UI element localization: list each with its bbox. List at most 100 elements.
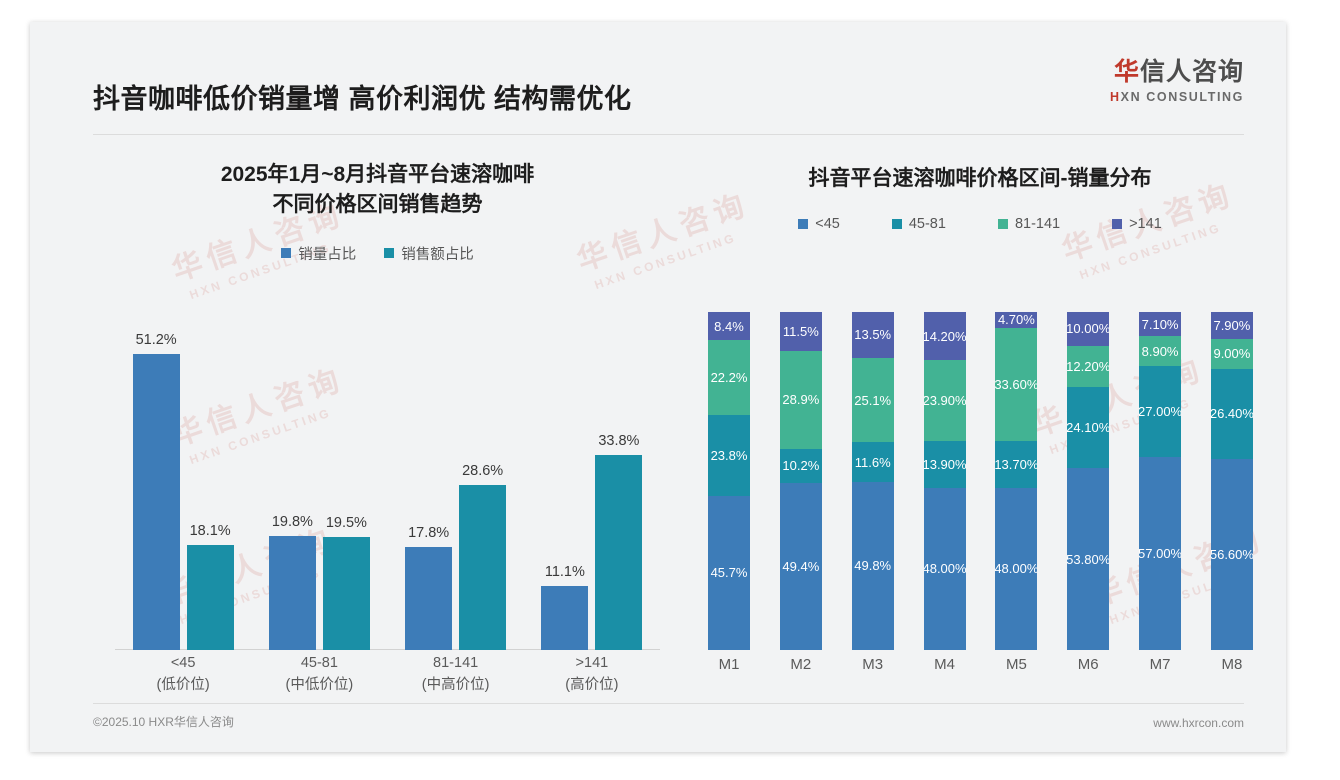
stack-segment[interactable]: 11.6% bbox=[851, 442, 894, 482]
stack-segment[interactable]: 11.5% bbox=[779, 312, 822, 351]
stacked-bar[interactable]: 14.20% 23.90% 13.90% 48.00% bbox=[923, 312, 966, 650]
stack-segment[interactable]: 13.90% bbox=[923, 440, 966, 488]
stack-segment[interactable]: 49.8% bbox=[851, 481, 894, 650]
x-axis-label-tier: (高价位) bbox=[565, 677, 619, 694]
stack-segment[interactable]: 48.00% bbox=[995, 487, 1038, 650]
bar-column[interactable]: 19.8% bbox=[268, 513, 316, 650]
stacked-bar[interactable]: 10.00% 12.20% 24.10% 53.80% bbox=[1067, 312, 1110, 650]
stack-segment-label: 8.4% bbox=[714, 318, 744, 334]
stack-segment[interactable]: 56.60% bbox=[1210, 458, 1253, 651]
x-axis-label-tier: (低价位) bbox=[156, 677, 210, 694]
x-axis-label: M8 bbox=[1221, 656, 1243, 673]
stacked-bar[interactable]: 7.90% 9.00% 26.40% 56.60% bbox=[1210, 312, 1253, 651]
stack-segment-label: 24.10% bbox=[1067, 420, 1110, 436]
x-axis-label: M2 bbox=[790, 656, 812, 673]
right-chart-plot: 8.4% 22.2% 23.8% 45.7% 11.5% 28.9% 10.2% 49.4% 1… bbox=[708, 312, 1253, 673]
legend-label: 销售额占比 bbox=[401, 246, 474, 263]
legend-item[interactable]: 45-81 bbox=[891, 216, 946, 232]
stacked-bar[interactable]: 8.4% 22.2% 23.8% 45.7% bbox=[708, 312, 750, 650]
stack-segment-label: 7.90% bbox=[1213, 317, 1251, 333]
x-axis-label: M4 bbox=[934, 656, 955, 673]
stack-segment[interactable]: 13.70% bbox=[995, 441, 1038, 488]
legend-swatch-icon bbox=[281, 248, 292, 259]
stack-segment-label: 13.5% bbox=[854, 327, 892, 343]
slide-canvas: 华信人咨询 HXN CONSULTING 华信人咨询 HXN CONSULTIN… bbox=[30, 22, 1286, 752]
stack-segment-label: 48.00% bbox=[995, 561, 1038, 577]
stacked-bar[interactable]: 11.5% 28.9% 10.2% 49.4% bbox=[779, 312, 822, 650]
stack-segment[interactable]: 23.90% bbox=[923, 360, 966, 441]
x-axis-labels: M1 M2 M3 M4 M5 M6 M7 M8 bbox=[708, 656, 1253, 673]
legend-item[interactable]: <45 bbox=[798, 216, 840, 232]
legend-item[interactable]: >141 bbox=[1112, 216, 1162, 232]
stack-segment[interactable]: 24.10% bbox=[1067, 386, 1110, 469]
bar-group: 19.8% 19.5% bbox=[253, 514, 385, 650]
stack-segment[interactable]: 9.00% bbox=[1210, 338, 1253, 370]
stack-segment[interactable]: 8.4% bbox=[708, 312, 750, 341]
stack-segment[interactable]: 53.80% bbox=[1067, 468, 1110, 650]
bar-rect[interactable] bbox=[268, 535, 316, 650]
bar-rect[interactable] bbox=[132, 353, 180, 650]
stack-segment[interactable]: 7.90% bbox=[1210, 312, 1253, 339]
stack-segment-label: 13.70% bbox=[995, 457, 1038, 473]
stack-segment-label: 56.60% bbox=[1210, 546, 1253, 562]
stacked-bar[interactable]: 13.5% 25.1% 11.6% 49.8% bbox=[851, 312, 894, 650]
stack-segment-label: 53.80% bbox=[1067, 551, 1110, 567]
legend-item[interactable]: 销售额占比 bbox=[384, 243, 474, 264]
footer-divider bbox=[93, 703, 1244, 704]
stack-segment[interactable]: 22.2% bbox=[708, 340, 750, 416]
stack-segment[interactable]: 25.1% bbox=[851, 357, 894, 443]
stack-segment-label: 23.90% bbox=[923, 392, 966, 408]
legend-swatch-icon bbox=[997, 219, 1008, 230]
stack-segment[interactable]: 28.9% bbox=[779, 350, 822, 449]
bar-rect[interactable] bbox=[541, 585, 589, 650]
bar-column[interactable]: 51.2% bbox=[132, 332, 180, 650]
x-axis-line bbox=[115, 649, 660, 650]
x-axis-label: <45 (低价位) bbox=[117, 652, 249, 697]
bar-rect[interactable] bbox=[322, 537, 370, 650]
stack-segment-label: 10.2% bbox=[782, 458, 820, 474]
bar-column[interactable]: 11.1% bbox=[541, 564, 589, 650]
stack-segment[interactable]: 23.8% bbox=[708, 415, 750, 496]
legend-item[interactable]: 81-141 bbox=[997, 216, 1060, 232]
stack-segment-label: 8.90% bbox=[1141, 343, 1179, 359]
bar-rect[interactable] bbox=[459, 484, 507, 650]
stack-segment[interactable]: 12.20% bbox=[1067, 345, 1110, 387]
stacked-bar[interactable]: 4.70% 33.60% 13.70% 48.00% bbox=[995, 312, 1038, 650]
bar-value-label: 19.8% bbox=[271, 513, 313, 530]
stacked-bar[interactable]: 7.10% 8.90% 27.00% 57.00% bbox=[1139, 312, 1182, 650]
bar-group: 51.2% 18.1% bbox=[117, 332, 249, 650]
stack-segment[interactable]: 48.00% bbox=[923, 487, 966, 650]
stack-segment-label: 22.2% bbox=[710, 370, 748, 386]
stack-segment[interactable]: 45.7% bbox=[708, 495, 750, 650]
x-axis-label-range: <45 bbox=[170, 655, 196, 671]
logo-en-accent: H bbox=[1110, 90, 1121, 104]
stack-segment[interactable]: 10.00% bbox=[1067, 312, 1110, 346]
legend-swatch-icon bbox=[891, 219, 902, 230]
bar-column[interactable]: 33.8% bbox=[595, 433, 643, 650]
bar-column[interactable]: 19.5% bbox=[322, 515, 370, 650]
x-axis-label: M6 bbox=[1077, 656, 1099, 673]
stack-segment[interactable]: 49.4% bbox=[779, 483, 822, 650]
stack-segment[interactable]: 4.70% bbox=[995, 312, 1038, 328]
stack-segment[interactable]: 27.00% bbox=[1139, 366, 1182, 458]
legend-item[interactable]: 销量占比 bbox=[281, 243, 356, 264]
bar-column[interactable]: 18.1% bbox=[186, 523, 234, 650]
stack-segment[interactable]: 57.00% bbox=[1139, 457, 1182, 650]
bar-rect[interactable] bbox=[186, 545, 234, 650]
stack-segment-label: 14.20% bbox=[923, 328, 966, 344]
x-axis-label: M1 bbox=[718, 656, 740, 673]
left-chart-plot: 51.2% 18.1% 19.8% 19.5% 17.8% 28.6% 11.1% 33.8%… bbox=[115, 300, 660, 693]
stack-segment[interactable]: 8.90% bbox=[1139, 336, 1182, 367]
stack-segment[interactable]: 26.40% bbox=[1210, 369, 1253, 459]
bar-column[interactable]: 28.6% bbox=[459, 463, 507, 650]
stack-segment[interactable]: 33.60% bbox=[995, 327, 1038, 442]
right-chart-title: 抖音平台速溶咖啡价格区间-销量分布 bbox=[808, 167, 1152, 190]
stack-segment[interactable]: 7.10% bbox=[1139, 312, 1182, 336]
stack-segment[interactable]: 13.5% bbox=[851, 312, 894, 358]
stack-segment[interactable]: 10.2% bbox=[779, 448, 822, 484]
bar-rect[interactable] bbox=[595, 454, 643, 650]
bar-column[interactable]: 17.8% bbox=[405, 525, 453, 650]
bar-rect[interactable] bbox=[405, 547, 453, 650]
stack-segment[interactable]: 14.20% bbox=[923, 312, 966, 360]
bar-value-label: 17.8% bbox=[408, 525, 450, 542]
